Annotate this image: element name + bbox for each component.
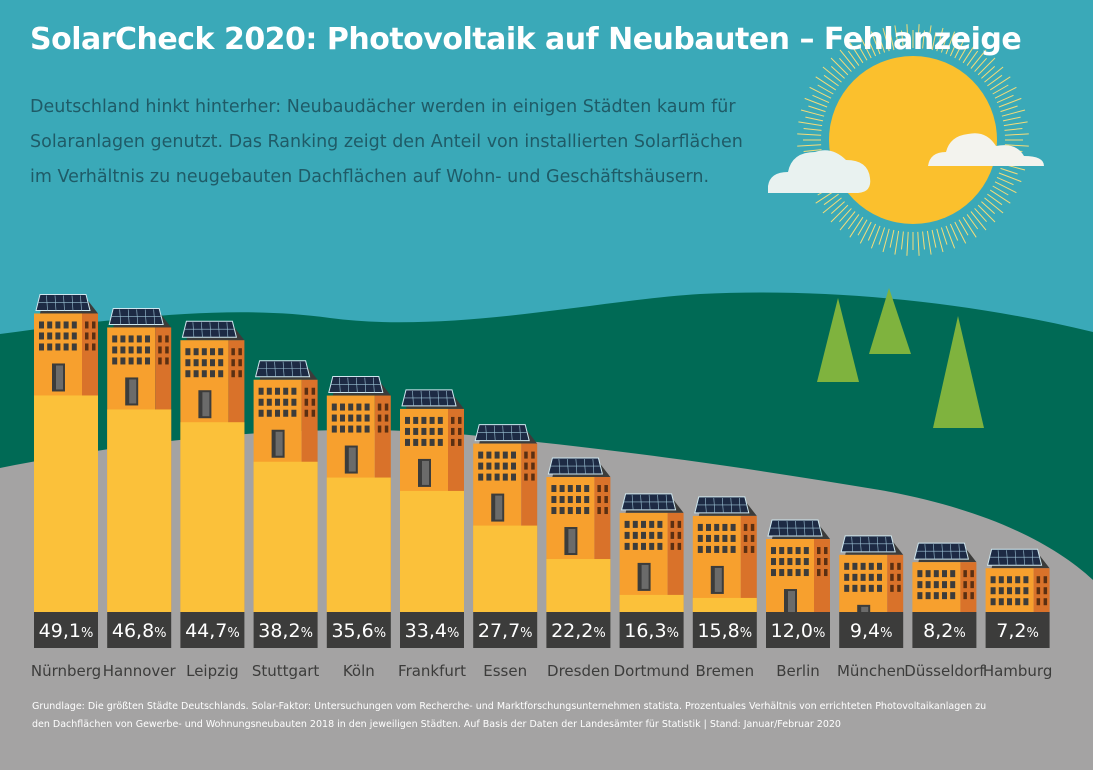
value-label-box bbox=[326, 612, 391, 648]
value-label-box bbox=[766, 612, 830, 648]
value-label: 33,4% bbox=[405, 620, 460, 642]
bar-bremen: 15,8% Bremen bbox=[692, 496, 757, 680]
bar-dresden: 22,2% Dresden bbox=[546, 457, 611, 680]
bar-hannover: 46,8% Hannover bbox=[103, 307, 177, 680]
bar-leipzig: 44,7% Leipzig bbox=[180, 320, 245, 680]
value-label-box bbox=[107, 612, 172, 648]
bar-fill bbox=[34, 395, 98, 612]
bar-stuttgart: 38,2% Stuttgart bbox=[252, 360, 320, 680]
value-label-box bbox=[400, 612, 464, 648]
category-label: Bremen bbox=[695, 662, 754, 680]
category-label: Stuttgart bbox=[252, 662, 320, 680]
building-side bbox=[887, 554, 904, 612]
bar-fill bbox=[619, 594, 684, 612]
bar-fill bbox=[692, 597, 757, 612]
value-label-box bbox=[912, 612, 977, 648]
bar-fill bbox=[400, 490, 464, 612]
building-side bbox=[1033, 568, 1050, 612]
value-label: 9,4% bbox=[850, 620, 893, 642]
category-label: Frankfurt bbox=[398, 662, 466, 680]
value-label: 8,2% bbox=[923, 620, 966, 642]
building-side bbox=[960, 562, 977, 612]
value-label-box bbox=[34, 612, 98, 648]
cloud-left-icon bbox=[768, 150, 871, 193]
category-label: Nürnberg bbox=[31, 662, 101, 680]
category-label: Hamburg bbox=[983, 662, 1053, 680]
bar-fill bbox=[180, 422, 245, 612]
bar-d-sseldorf: 8,2% Düsseldorf bbox=[904, 542, 985, 680]
value-label: 12,0% bbox=[771, 620, 826, 642]
value-label: 44,7% bbox=[185, 620, 240, 642]
category-label: Leipzig bbox=[186, 662, 239, 680]
bar-hamburg: 7,2% Hamburg bbox=[983, 548, 1053, 680]
tree-icon bbox=[933, 316, 984, 428]
subtitle-line: Deutschland hinkt hinterher: Neubaudäche… bbox=[30, 97, 736, 117]
value-label: 16,3% bbox=[624, 620, 679, 642]
bar-essen: 27,7% Essen bbox=[473, 424, 538, 680]
subtitle: Deutschland hinkt hinterher: Neubaudäche… bbox=[30, 90, 743, 195]
value-label: 27,7% bbox=[478, 620, 533, 642]
building-side bbox=[740, 515, 757, 612]
category-label: Dresden bbox=[547, 662, 610, 680]
value-label: 38,2% bbox=[258, 620, 313, 642]
cloud-right-icon bbox=[928, 133, 1044, 166]
value-label: 7,2% bbox=[996, 620, 1039, 642]
subtitle-line: Solaranlagen genutzt. Das Ranking zeigt … bbox=[30, 132, 743, 152]
bar-fill bbox=[326, 477, 391, 612]
tree-icon bbox=[869, 288, 911, 354]
category-label: Hannover bbox=[103, 662, 177, 680]
value-label-box bbox=[692, 612, 757, 648]
value-label-box bbox=[619, 612, 684, 648]
value-label-box bbox=[839, 612, 904, 648]
value-label: 46,8% bbox=[112, 620, 167, 642]
bar-berlin: 12,0% Berlin bbox=[766, 519, 830, 680]
bar-fill bbox=[253, 461, 318, 612]
value-label-box bbox=[546, 612, 611, 648]
subtitle-line: im Verhältnis zu neugebauten Dachflächen… bbox=[30, 167, 710, 187]
building-front bbox=[692, 515, 741, 612]
value-label: 35,6% bbox=[331, 620, 386, 642]
category-label: Köln bbox=[343, 662, 375, 680]
bar-frankfurt: 33,4% Frankfurt bbox=[398, 389, 466, 680]
source-note-line: den Dachflächen von Gewerbe- und Wohnung… bbox=[32, 719, 841, 730]
bar-fill bbox=[107, 409, 172, 612]
bar-dortmund: 16,3% Dortmund bbox=[614, 493, 690, 680]
source-note-line: Grundlage: Die größten Städte Deutschlan… bbox=[32, 701, 987, 712]
bar-fill bbox=[546, 559, 611, 612]
sun-icon bbox=[829, 56, 997, 224]
value-label: 15,8% bbox=[697, 620, 752, 642]
value-label: 49,1% bbox=[39, 620, 94, 642]
value-label: 22,2% bbox=[551, 620, 606, 642]
category-label: Berlin bbox=[776, 662, 820, 680]
value-label-box bbox=[253, 612, 318, 648]
page-title: SolarCheck 2020: Photovoltaik auf Neubau… bbox=[30, 22, 1022, 57]
bar-k-ln: 35,6% Köln bbox=[326, 376, 391, 680]
category-label: Düsseldorf bbox=[904, 662, 985, 680]
value-label-box bbox=[180, 612, 245, 648]
bar-fill bbox=[473, 525, 538, 612]
bar-n-rnberg: 49,1% Nürnberg bbox=[31, 293, 101, 680]
value-label-box bbox=[473, 612, 538, 648]
category-label: Dortmund bbox=[614, 662, 690, 680]
category-label: Essen bbox=[483, 662, 527, 680]
source-note: Grundlage: Die größten Städte Deutschlan… bbox=[32, 698, 1072, 734]
bar-m-nchen: 9,4% München bbox=[837, 535, 905, 680]
value-label-box bbox=[985, 612, 1050, 648]
tree-icon bbox=[817, 298, 859, 382]
building-side bbox=[814, 539, 830, 612]
category-label: München bbox=[837, 662, 905, 680]
